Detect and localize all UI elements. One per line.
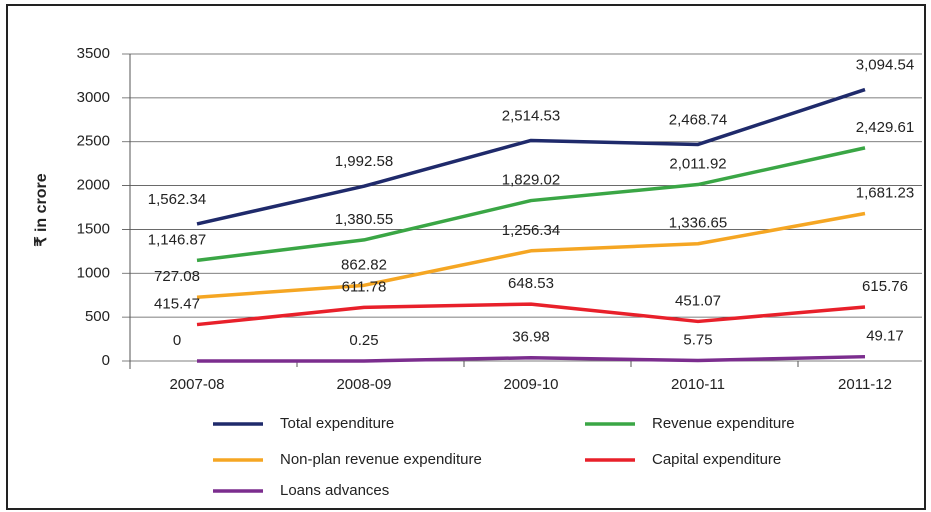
data-label: 611.78 [342,278,387,295]
series-line [196,87,866,226]
x-tick-label: 2008-09 [336,376,391,393]
data-label: 615.76 [862,278,908,295]
x-tick-label: 2011-12 [838,376,892,393]
y-tick-label: 1500 [77,220,110,237]
data-label: 2,011.92 [669,155,726,172]
data-label: 2,429.61 [856,119,914,136]
data-label: 3,094.54 [856,57,914,74]
data-label: 727.08 [154,268,200,285]
data-label: 1,829.02 [502,172,560,189]
data-label: 36.98 [512,329,550,346]
y-tick-label: 1000 [77,264,110,281]
data-label: 862.82 [341,256,387,273]
x-tick-label: 2010-11 [671,376,725,393]
data-label: 1,146.87 [148,231,206,248]
y-tick-label: 0 [102,352,110,369]
data-label: 415.47 [154,296,200,313]
series-line [196,146,866,263]
data-label: 1,681.23 [856,185,914,202]
legend-label: Total expenditure [280,415,394,432]
legend-label: Loans advances [280,482,389,499]
y-axis-label: ₹ in crore [33,173,50,246]
y-tick-label: 500 [85,308,110,325]
data-label: 1,562.34 [148,191,206,208]
data-label: 0.25 [349,332,378,349]
series-line [196,354,866,363]
legend-label: Non-plan revenue expenditure [280,451,482,468]
data-label: 5.75 [683,331,712,348]
legend-label: Capital expenditure [652,451,781,468]
series-line [196,302,866,327]
legend-label: Revenue expenditure [652,415,795,432]
data-label: 648.53 [508,275,554,292]
data-label: 2,468.74 [669,111,727,128]
x-tick-label: 2009-10 [503,376,558,393]
data-label: 0 [173,332,181,349]
data-label: 1,992.58 [335,153,393,170]
data-label: 2,514.53 [502,107,560,124]
series-line [196,211,866,299]
y-tick-label: 2000 [77,177,110,194]
y-tick-label: 3000 [77,89,110,106]
data-label: 1,380.55 [335,211,393,228]
y-tick-label: 3500 [77,45,110,62]
y-tick-label: 2500 [77,133,110,150]
x-tick-label: 2007-08 [169,376,224,393]
data-label: 49.17 [866,328,904,345]
data-label: 1,336.65 [669,215,727,232]
data-label: 1,256.34 [502,222,560,239]
frame [6,4,926,510]
data-label: 451.07 [675,292,721,309]
